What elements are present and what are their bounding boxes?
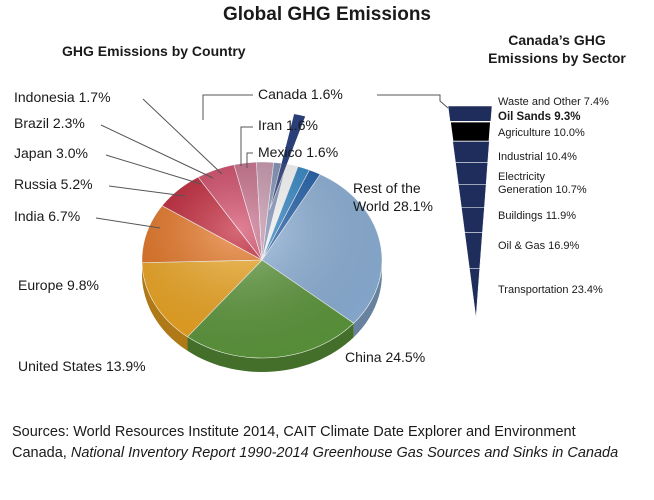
funnel-segment-transportation <box>469 268 480 319</box>
pie-label-japan: Japan 3.0% <box>14 145 88 161</box>
leader-line-indonesia <box>142 98 223 175</box>
sector-subtitle-line-1: Canada’s GHG <box>508 32 606 48</box>
leader-line-canada-sector <box>377 94 449 109</box>
funnel-label-oil-sands: Oil Sands 9.3% <box>498 111 580 123</box>
funnel-label-oil-gas: Oil & Gas 16.9% <box>498 240 580 252</box>
pie-label-united-states: United States 13.9% <box>18 358 146 374</box>
pie-label-rest-of-the-world: Rest of the World 28.1% <box>353 180 433 214</box>
pie-label-brazil: Brazil 2.3% <box>14 115 85 131</box>
funnel-segment-agriculture <box>452 141 490 163</box>
sector-subtitle-line-2: Emissions by Sector <box>488 50 626 66</box>
pie-chart-subtitle: GHG Emissions by Country <box>62 43 246 59</box>
leader-line-japan <box>105 154 202 185</box>
sources-note: Sources: World Resources Institute 2014,… <box>12 422 632 464</box>
funnel-label-transportation: Transportation 23.4% <box>498 284 603 296</box>
pie-label-indonesia: Indonesia 1.7% <box>14 89 111 105</box>
pie-label-europe: Europe 9.8% <box>18 277 99 293</box>
funnel-label-electricity-generation: Electricity Generation 10.7% <box>498 171 587 196</box>
pie-wall-china <box>187 323 354 372</box>
leader-line-russia <box>108 185 186 197</box>
funnel-segment-industrial <box>455 162 488 185</box>
pie-label-russia: Russia 5.2% <box>14 176 93 192</box>
pie-label-china: China 24.5% <box>345 349 425 365</box>
sector-chart-subtitle: Canada’s GHG Emissions by Sector <box>462 31 652 67</box>
funnel-segment-oil-sands <box>449 121 492 143</box>
pie-chart: Rest of the World 28.1% China 24.5% United … <box>14 86 449 374</box>
funnel-label-waste-and-other: Waste and Other 7.4% <box>498 96 609 108</box>
leader-line-canada <box>202 94 253 120</box>
funnel-segment-waste-and-other <box>447 105 493 122</box>
sector-funnel-chart: Waste and Other 7.4% Oil Sands 9.3% Agricu… <box>447 96 609 319</box>
chart-title: Global GHG Emissions <box>223 4 431 25</box>
funnel-segment-electricity-generation <box>458 184 487 208</box>
funnel-segment-buildings <box>461 207 485 233</box>
leader-line-iran <box>240 126 253 166</box>
leader-line-mexico <box>246 152 253 168</box>
funnel-segment-oil-gas <box>464 232 483 269</box>
ghg-emissions-chart: Rest of the World 28.1% China 24.5% United … <box>14 86 609 374</box>
sources-text: Sources: World Resources Institute 2014,… <box>12 424 576 461</box>
pie-label-canada: Canada 1.6% <box>258 86 343 102</box>
leader-line-india <box>95 217 161 229</box>
sources-report-title: National Inventory Report 1990-2014 Gree… <box>70 445 619 461</box>
pie-label-iran: Iran 1.6% <box>258 117 318 133</box>
pie-label-india: India 6.7% <box>14 208 80 224</box>
pie-label-mexico: Mexico 1.6% <box>258 144 338 160</box>
funnel-label-agriculture: Agriculture 10.0% <box>498 127 585 139</box>
leader-line-brazil <box>100 124 214 179</box>
funnel-label-industrial: Industrial 10.4% <box>498 151 577 163</box>
funnel-label-buildings: Buildings 11.9% <box>498 210 576 222</box>
